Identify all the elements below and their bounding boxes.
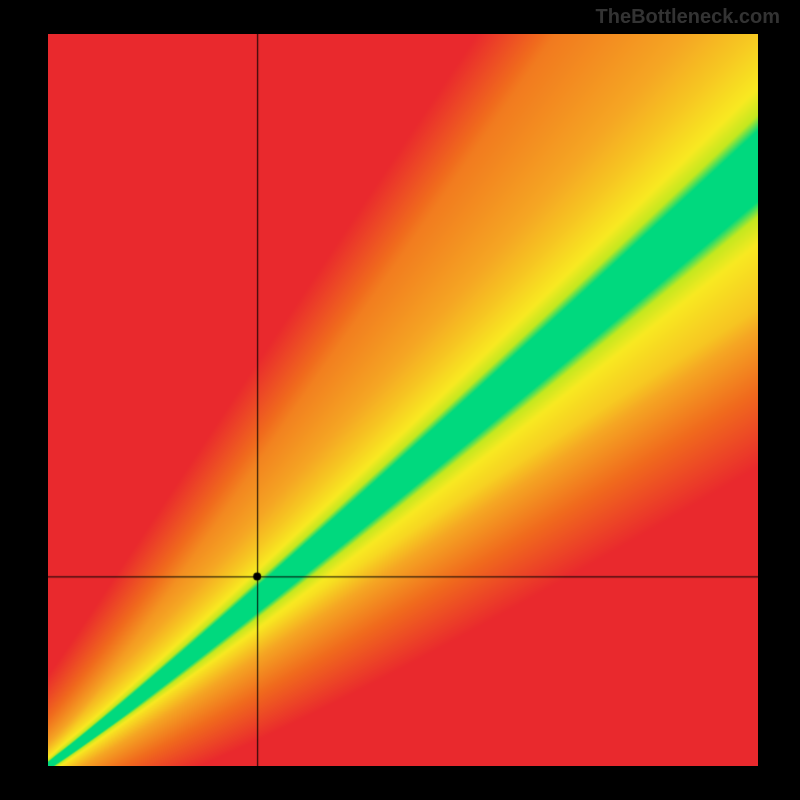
bottleneck-heatmap — [48, 34, 758, 766]
watermark-text: TheBottleneck.com — [596, 6, 780, 29]
plot-frame — [48, 34, 758, 766]
